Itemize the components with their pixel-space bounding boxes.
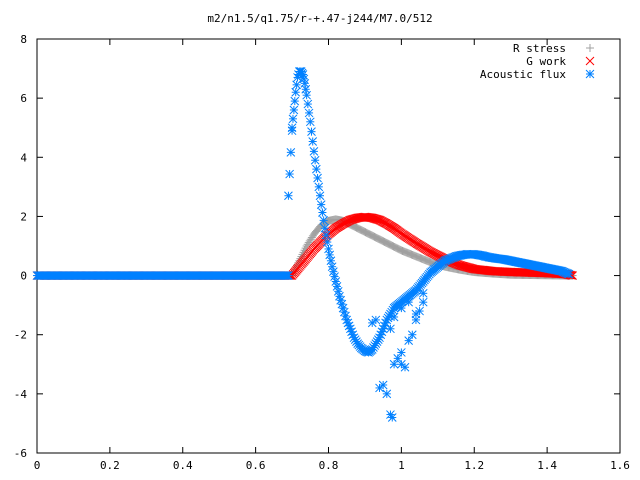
data-point bbox=[303, 240, 312, 249]
data-point bbox=[284, 191, 293, 201]
data-point bbox=[326, 256, 336, 266]
data-point bbox=[306, 235, 315, 244]
data-point bbox=[313, 173, 322, 183]
data-point bbox=[305, 236, 314, 245]
chart-title: m2/n1.5/q1.75/r-+.47-j244/M7.0/512 bbox=[207, 12, 432, 25]
data-point bbox=[378, 380, 388, 390]
data-point bbox=[418, 297, 428, 307]
data-point bbox=[404, 336, 414, 345]
data-point bbox=[382, 389, 392, 399]
data-point bbox=[400, 362, 410, 372]
data-point bbox=[322, 237, 332, 247]
y-tick-label: -4 bbox=[14, 388, 28, 401]
data-point bbox=[307, 127, 316, 137]
legend-marker bbox=[586, 44, 594, 52]
data-point bbox=[331, 277, 341, 286]
legend-label: R stress bbox=[513, 42, 566, 55]
data-point bbox=[387, 413, 397, 422]
data-point bbox=[307, 233, 316, 242]
x-tick-label: 0.4 bbox=[173, 459, 193, 472]
data-point bbox=[288, 114, 298, 124]
x-tick-label: 1.2 bbox=[464, 459, 484, 472]
data-point bbox=[305, 117, 315, 127]
data-point bbox=[312, 164, 321, 174]
legend-label: G work bbox=[526, 55, 566, 68]
data-point bbox=[324, 244, 333, 254]
data-point bbox=[304, 108, 314, 118]
data-point bbox=[329, 267, 338, 276]
data-point bbox=[411, 309, 421, 319]
data-point bbox=[389, 312, 399, 322]
data-point bbox=[292, 80, 301, 90]
data-point bbox=[564, 269, 574, 279]
data-point bbox=[302, 90, 311, 100]
data-point bbox=[316, 200, 326, 209]
data-point bbox=[320, 223, 330, 233]
series-layer bbox=[32, 67, 577, 422]
x-tick-label: 1.6 bbox=[610, 459, 630, 472]
data-point bbox=[284, 271, 293, 280]
data-point bbox=[327, 262, 337, 272]
x-tick-label: 0.8 bbox=[319, 459, 339, 472]
data-point bbox=[367, 318, 377, 328]
data-point bbox=[397, 303, 406, 313]
series-acoustic-flux bbox=[32, 67, 574, 422]
data-point bbox=[289, 105, 299, 115]
data-point bbox=[386, 324, 395, 334]
data-point bbox=[303, 99, 313, 109]
x-tick-label: 0.6 bbox=[246, 459, 266, 472]
data-point bbox=[330, 272, 339, 281]
data-point bbox=[319, 216, 328, 225]
legend-marker bbox=[585, 69, 595, 79]
data-point bbox=[287, 123, 297, 133]
y-tick-label: -6 bbox=[14, 447, 27, 460]
y-tick-label: 4 bbox=[20, 151, 27, 164]
data-point bbox=[332, 282, 342, 291]
x-tick-label: 0.2 bbox=[100, 459, 120, 472]
x-tick-label: 1 bbox=[398, 459, 405, 472]
data-point bbox=[407, 330, 417, 340]
data-point bbox=[321, 230, 331, 240]
data-point bbox=[310, 155, 320, 165]
axis-ticks: 0 0.2 0.4 0.6 0.8 1 1.2 1.4 1.6 8 6 4 2 0 -2 -4 -6 bbox=[14, 33, 630, 472]
y-tick-label: 2 bbox=[20, 210, 27, 223]
legend-label: Acoustic flux bbox=[480, 68, 566, 81]
y-tick-label: 8 bbox=[20, 33, 27, 46]
data-point bbox=[325, 250, 335, 260]
data-point bbox=[290, 96, 300, 106]
data-point bbox=[304, 238, 313, 247]
data-point bbox=[286, 148, 296, 157]
data-point bbox=[309, 147, 319, 156]
data-point bbox=[285, 169, 294, 179]
data-point bbox=[397, 348, 406, 357]
data-point bbox=[333, 286, 343, 296]
y-tick-label: -2 bbox=[14, 329, 27, 342]
x-tick-label: 0 bbox=[34, 459, 41, 472]
data-point bbox=[308, 137, 318, 146]
data-point bbox=[418, 288, 428, 298]
legend-marker bbox=[585, 56, 595, 66]
x-tick-label: 1.4 bbox=[537, 459, 557, 472]
data-point bbox=[318, 208, 327, 217]
y-tick-label: 0 bbox=[20, 270, 27, 283]
data-point bbox=[404, 297, 414, 307]
data-point bbox=[314, 182, 324, 192]
data-point bbox=[374, 215, 383, 225]
data-point bbox=[291, 87, 301, 97]
y-tick-label: 6 bbox=[20, 92, 27, 105]
data-point bbox=[315, 191, 325, 201]
